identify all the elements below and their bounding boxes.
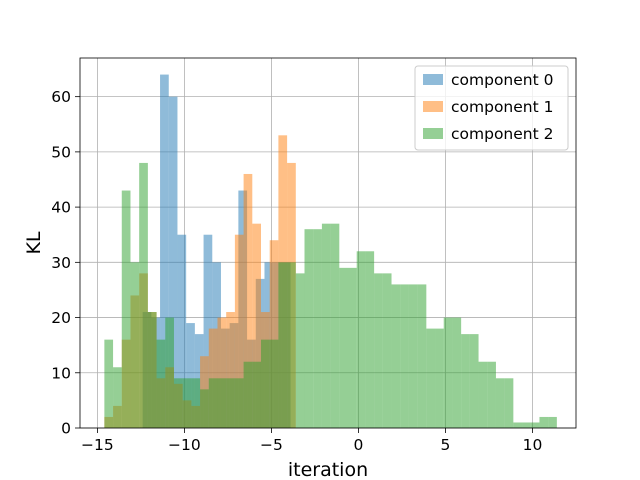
histogram-bar: [226, 312, 235, 428]
histogram-bar: [435, 328, 444, 428]
histogram-bar: [260, 339, 270, 428]
y-axis-label: KL: [23, 231, 45, 254]
y-tick-label: 0: [61, 420, 71, 438]
y-tick-label: 30: [51, 254, 71, 272]
legend-swatch: [423, 101, 443, 112]
histogram-bar: [139, 162, 148, 429]
histogram-bar: [252, 361, 261, 428]
histogram-bar: [234, 378, 244, 428]
y-tick-label: 20: [51, 309, 71, 327]
legend-swatch: [423, 128, 443, 139]
x-axis-label: iteration: [288, 459, 368, 480]
legend-label: component 1: [451, 98, 553, 116]
histogram-bar: [408, 284, 418, 428]
histogram-bar: [330, 223, 340, 428]
histogram-bar: [356, 251, 366, 428]
histogram-bar: [160, 74, 169, 428]
histogram-bar: [382, 273, 392, 428]
histogram-bar: [295, 273, 305, 428]
histogram-bar: [469, 334, 479, 428]
histogram-bar: [478, 361, 488, 428]
histogram-bar: [147, 312, 157, 428]
histogram-bar: [417, 284, 427, 428]
histogram-bar: [208, 378, 218, 428]
histogram-bar: [548, 416, 557, 428]
series-2-bars: [104, 162, 557, 429]
histogram-bar: [130, 262, 140, 428]
x-tick-label: −15: [81, 436, 114, 454]
x-tick-label: 0: [354, 436, 364, 454]
histogram-bar: [113, 367, 122, 428]
histogram-bar: [168, 96, 178, 429]
y-tick-label: 60: [51, 88, 71, 106]
histogram-bar: [177, 234, 187, 428]
legend: component 0 component 1 component 2: [414, 65, 569, 151]
histogram-bar: [365, 251, 375, 428]
x-tick-label: 10: [523, 436, 543, 454]
histogram-bar: [400, 284, 409, 428]
histogram-bar: [374, 273, 383, 428]
histogram-bar: [252, 223, 261, 428]
bars-layer: [104, 74, 557, 429]
legend-box: [414, 65, 569, 151]
histogram-bar: [321, 223, 331, 428]
x-tick-label: −10: [168, 436, 201, 454]
histogram-bar: [186, 323, 195, 428]
legend-label: component 0: [451, 71, 553, 89]
histogram-bar: [217, 317, 227, 428]
ticks-layer: −15 −10 −5 0 5 10 0 10 20 30 40 50 60: [51, 88, 542, 454]
histogram-bar: [495, 378, 505, 428]
histogram-bar: [391, 284, 401, 428]
histogram-bar: [348, 267, 357, 428]
histogram-bar: [522, 422, 531, 428]
histogram-bar: [461, 334, 470, 428]
histogram-bar: [443, 317, 453, 428]
legend-label: component 2: [451, 125, 553, 143]
histogram-bar: [539, 416, 549, 428]
y-tick-label: 40: [51, 199, 71, 217]
histogram-bar: [217, 378, 227, 428]
histogram-bar: [104, 339, 114, 428]
histogram-bar: [156, 339, 166, 428]
histogram-bar: [191, 378, 201, 428]
histogram-bar: [452, 317, 462, 428]
histogram-bar: [278, 262, 288, 428]
histogram-bar: [243, 173, 253, 428]
histogram-bar: [234, 234, 244, 428]
plot-frame: [79, 57, 577, 429]
x-tick-label: 5: [441, 436, 451, 454]
histogram-bar: [200, 389, 209, 428]
histogram-bar: [426, 328, 436, 428]
histogram-bar: [121, 190, 131, 428]
histogram-bar: [182, 378, 192, 428]
y-tick-label: 50: [51, 143, 71, 161]
histogram-bar: [339, 267, 349, 428]
histogram-bar: [287, 262, 296, 428]
histogram-bar: [269, 339, 279, 428]
histogram-bar: [226, 378, 235, 428]
histogram-bar: [173, 378, 183, 428]
histogram-bar: [304, 229, 314, 428]
histogram-bar: [269, 240, 279, 428]
histogram-bar: [513, 422, 523, 428]
histogram-bar: [530, 422, 540, 428]
histogram-bar: [203, 234, 213, 428]
x-tick-label: −5: [260, 436, 283, 454]
histogram-bar: [504, 378, 514, 428]
legend-swatch: [423, 74, 443, 85]
histogram-bar: [313, 229, 322, 428]
histogram-bar: [165, 317, 174, 428]
histogram-bar: [243, 361, 253, 428]
histogram-bar: [487, 361, 496, 428]
y-tick-label: 10: [51, 364, 71, 382]
